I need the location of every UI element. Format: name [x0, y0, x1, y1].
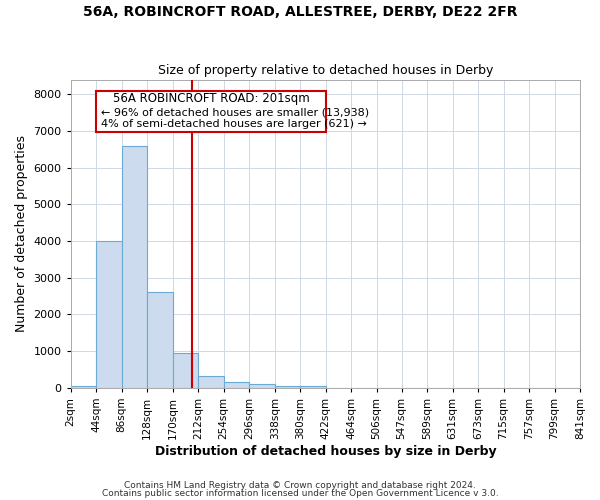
Title: Size of property relative to detached houses in Derby: Size of property relative to detached ho…: [158, 64, 493, 77]
Bar: [96, 241, 122, 388]
Text: ← 96% of detached houses are smaller (13,938): ← 96% of detached houses are smaller (13…: [101, 108, 369, 118]
Bar: [173, 353, 198, 388]
Text: 56A, ROBINCROFT ROAD, ALLESTREE, DERBY, DE22 2FR: 56A, ROBINCROFT ROAD, ALLESTREE, DERBY, …: [83, 5, 517, 19]
Bar: [147, 292, 173, 388]
Bar: [96, 92, 326, 132]
Text: 56A ROBINCROFT ROAD: 201sqm: 56A ROBINCROFT ROAD: 201sqm: [113, 92, 310, 105]
Bar: [198, 376, 224, 388]
Bar: [122, 146, 147, 388]
Y-axis label: Number of detached properties: Number of detached properties: [15, 135, 28, 332]
Bar: [71, 386, 96, 388]
Text: Contains HM Land Registry data © Crown copyright and database right 2024.: Contains HM Land Registry data © Crown c…: [124, 480, 476, 490]
Bar: [249, 384, 275, 388]
Text: 4% of semi-detached houses are larger (621) →: 4% of semi-detached houses are larger (6…: [101, 118, 367, 128]
Text: Contains public sector information licensed under the Open Government Licence v : Contains public sector information licen…: [101, 489, 499, 498]
Bar: [224, 382, 249, 388]
X-axis label: Distribution of detached houses by size in Derby: Distribution of detached houses by size …: [155, 444, 496, 458]
Bar: [275, 386, 300, 388]
Bar: [300, 386, 326, 388]
